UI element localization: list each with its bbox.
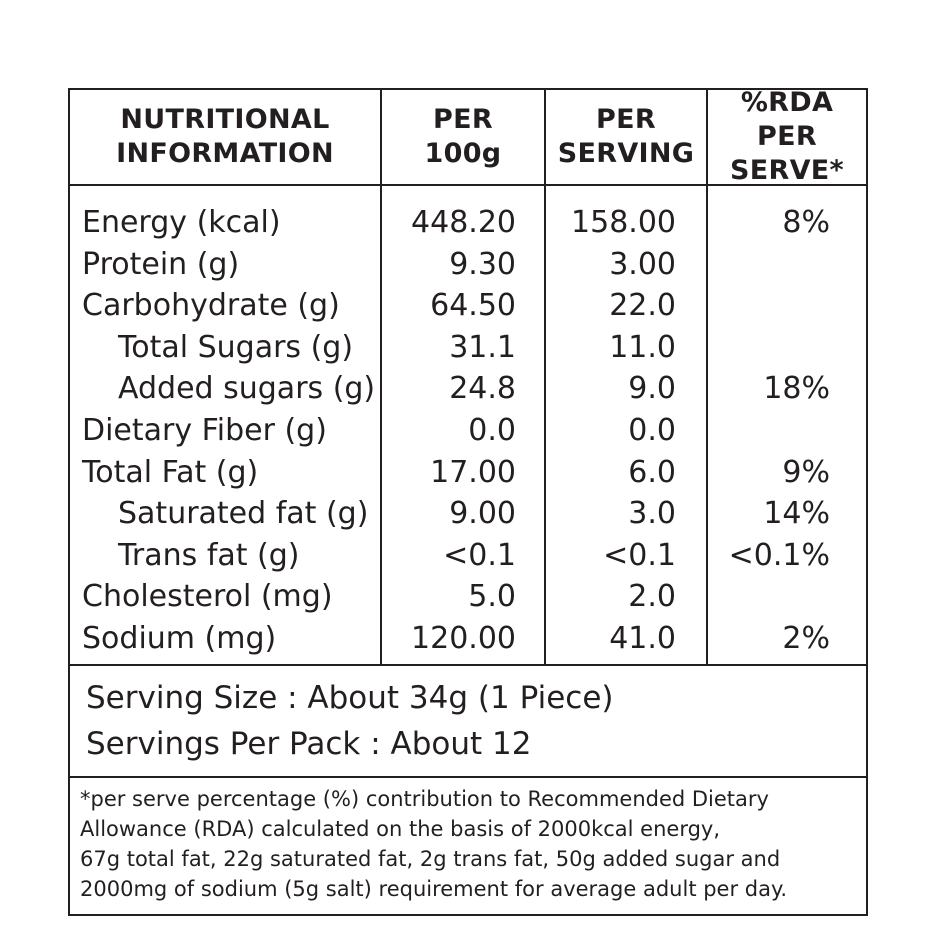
footnote-line: 2000mg of sodium (5g salt) requirement f… xyxy=(80,877,788,901)
table-row: Carbohydrate (g) 64.50 22.0 xyxy=(70,285,866,327)
nutrition-table: NUTRITIONAL INFORMATION PER 100g PER SER… xyxy=(68,87,868,916)
per-serving-value: 0.0 xyxy=(628,412,676,448)
per-100g-value: 64.50 xyxy=(430,288,516,324)
nutrient-label: Total Fat (g) xyxy=(82,454,259,490)
serving-divider xyxy=(70,776,866,778)
header-divider xyxy=(70,184,866,186)
table-row: Energy (kcal) 448.20 158.00 8% xyxy=(70,202,866,244)
table-row: Added sugars (g) 24.8 9.0 18% xyxy=(70,368,866,410)
header-line: SERVING xyxy=(557,138,695,169)
table-row: Dietary Fiber (g) 0.0 0.0 xyxy=(70,410,866,452)
per-100g-value: 17.00 xyxy=(430,454,516,490)
per-100g-value: 120.00 xyxy=(411,620,516,656)
header-per-serving: PER SERVING xyxy=(546,90,706,184)
nutrient-label: Added sugars (g) xyxy=(118,371,376,407)
column-divider xyxy=(544,90,546,666)
table-row: Sodium (mg) 120.00 41.0 2% xyxy=(70,618,866,660)
header-line: INFORMATION xyxy=(116,138,334,169)
per-100g-value: 24.8 xyxy=(449,371,516,407)
rda-value: 9% xyxy=(782,454,830,490)
footnote-line: Allowance (RDA) calculated on the basis … xyxy=(80,817,721,841)
nutrient-label: Saturated fat (g) xyxy=(118,496,369,532)
header-nutritional-information: NUTRITIONAL INFORMATION xyxy=(70,90,380,184)
table-row: Saturated fat (g) 9.00 3.0 14% xyxy=(70,493,866,535)
column-divider xyxy=(706,90,708,666)
rda-value: 18% xyxy=(763,371,830,407)
header-line: NUTRITIONAL xyxy=(120,104,330,135)
per-100g-value: 0.0 xyxy=(468,412,516,448)
per-100g-value: <0.1 xyxy=(443,537,516,573)
per-100g-value: 9.30 xyxy=(449,246,516,282)
footnote-line: 67g total fat, 22g saturated fat, 2g tra… xyxy=(80,847,781,871)
nutrient-rows: Energy (kcal) 448.20 158.00 8% Protein (… xyxy=(70,202,866,660)
header-line: PER xyxy=(596,104,656,135)
per-serving-value: 41.0 xyxy=(609,620,676,656)
nutrient-label: Dietary Fiber (g) xyxy=(82,412,327,448)
table-row: Total Sugars (g) 31.1 11.0 xyxy=(70,327,866,369)
per-serving-value: 22.0 xyxy=(609,288,676,324)
nutrient-label: Total Sugars (g) xyxy=(118,329,354,365)
nutrient-label: Protein (g) xyxy=(82,246,240,282)
table-divider xyxy=(70,664,866,666)
footnote-line: *per serve percentage (%) contribution t… xyxy=(80,787,769,811)
serving-size: Serving Size : About 34g (1 Piece) xyxy=(86,680,614,716)
header-line: SERVE* xyxy=(730,155,844,186)
header-line: %RDA PER xyxy=(740,87,834,152)
header-line: 100g xyxy=(424,138,502,169)
per-100g-value: 9.00 xyxy=(449,496,516,532)
serving-info: Serving Size : About 34g (1 Piece) Servi… xyxy=(86,675,613,767)
nutrient-label: Trans fat (g) xyxy=(118,537,300,573)
per-100g-value: 448.20 xyxy=(411,205,516,240)
per-serving-value: 2.0 xyxy=(628,579,676,615)
per-serving-value: 3.00 xyxy=(609,246,676,282)
per-serving-value: <0.1 xyxy=(603,537,676,573)
per-100g-value: 5.0 xyxy=(468,579,516,615)
nutrient-label: Sodium (mg) xyxy=(82,620,277,656)
per-serving-value: 6.0 xyxy=(628,454,676,490)
per-serving-value: 11.0 xyxy=(609,329,676,365)
per-serving-value: 158.00 xyxy=(571,205,676,240)
nutrient-label: Energy (kcal) xyxy=(82,205,281,240)
rda-value: 8% xyxy=(782,205,830,240)
per-serving-value: 3.0 xyxy=(628,496,676,532)
rda-value: 2% xyxy=(782,620,830,656)
nutrient-label: Cholesterol (mg) xyxy=(82,579,333,615)
table-row: Trans fat (g) <0.1 <0.1 <0.1% xyxy=(70,535,866,577)
rda-footnote: *per serve percentage (%) contribution t… xyxy=(80,784,858,904)
header-per-100g: PER 100g xyxy=(382,90,544,184)
nutrient-label: Carbohydrate (g) xyxy=(82,288,340,324)
column-divider xyxy=(380,90,382,666)
header-rda-per-serve: %RDA PER SERVE* xyxy=(708,87,866,186)
header-line: PER xyxy=(433,104,493,135)
table-row: Cholesterol (mg) 5.0 2.0 xyxy=(70,576,866,618)
table-row: Total Fat (g) 17.00 6.0 9% xyxy=(70,452,866,494)
per-serving-value: 9.0 xyxy=(628,371,676,407)
rda-value: <0.1% xyxy=(728,537,830,573)
rda-value: 14% xyxy=(763,496,830,532)
table-row: Protein (g) 9.30 3.00 xyxy=(70,244,866,286)
servings-per-pack: Servings Per Pack : About 12 xyxy=(86,726,532,762)
per-100g-value: 31.1 xyxy=(449,329,516,365)
